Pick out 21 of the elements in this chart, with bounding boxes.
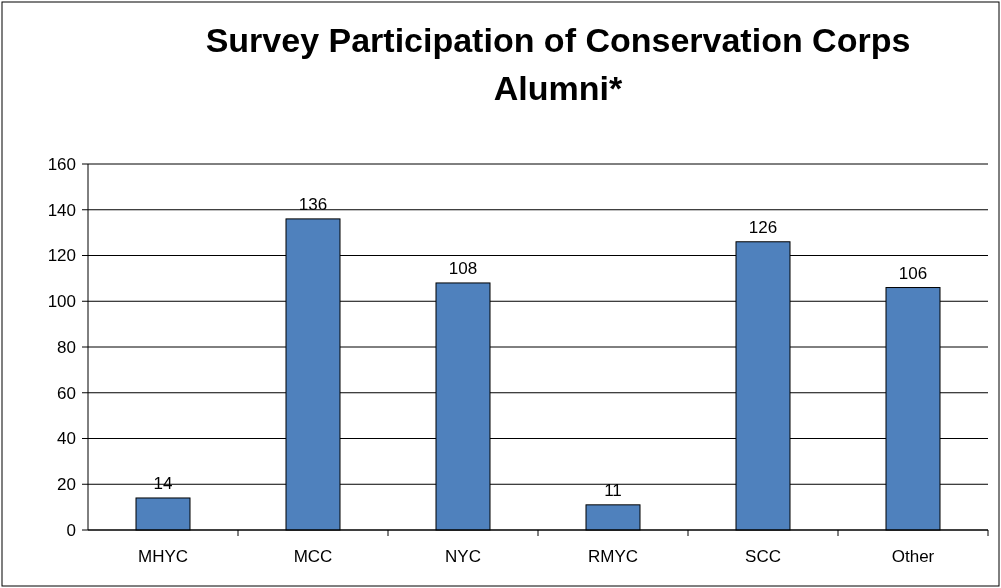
x-tick-label: SCC — [745, 547, 781, 566]
y-tick-label: 100 — [47, 292, 76, 312]
x-tick-label: MCC — [293, 547, 333, 566]
data-label: 11 — [604, 480, 622, 500]
x-tick-label: RMYC — [587, 547, 639, 566]
data-label: 126 — [748, 217, 778, 237]
data-label: 106 — [898, 263, 928, 283]
y-tick-label: 120 — [47, 246, 76, 266]
y-tick-label: 160 — [47, 154, 76, 174]
x-tick-label: Other — [891, 547, 935, 566]
y-tick-label: 140 — [47, 200, 76, 220]
y-tick-label: 0 — [66, 520, 76, 540]
y-tick-label: 20 — [57, 475, 76, 495]
y-tick-label: 40 — [57, 429, 76, 449]
data-label: 108 — [448, 258, 478, 278]
x-tick-label: MHYC — [137, 547, 189, 566]
x-tick-label: NYC — [445, 547, 481, 566]
data-label: 136 — [298, 194, 328, 214]
y-tick-label: 60 — [57, 383, 76, 403]
chart-title: Survey Participation of Conservation Corps Alumni* — [205, 21, 911, 107]
y-tick-label: 80 — [57, 337, 76, 357]
